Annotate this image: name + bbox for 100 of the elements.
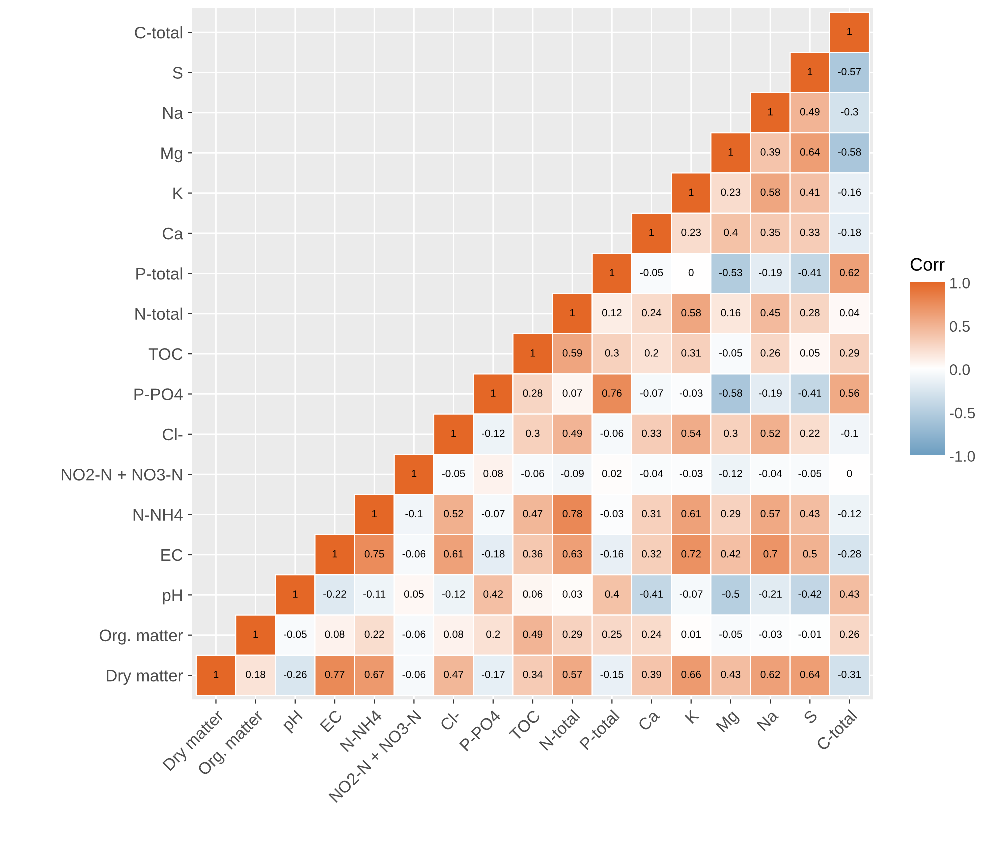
data-label: 0.58 xyxy=(760,188,780,196)
data-label: -0.28 xyxy=(838,550,862,558)
data-label: -0.04 xyxy=(640,470,664,478)
data-label: -0.05 xyxy=(284,630,307,638)
data-label: 0.22 xyxy=(364,630,384,638)
data-label: -0.5 xyxy=(722,590,740,598)
data-label: 0.2 xyxy=(644,349,658,357)
data-label: 0.29 xyxy=(840,349,860,357)
data-label: 0.25 xyxy=(602,630,622,638)
data-label: 0.72 xyxy=(682,550,701,558)
data-label: -0.26 xyxy=(284,670,307,678)
data-label: -0.05 xyxy=(442,470,466,478)
data-label: 0.67 xyxy=(364,670,384,678)
data-label: -0.07 xyxy=(680,590,703,598)
data-label: 0.7 xyxy=(764,550,778,558)
y-tick-label: NO2-N + NO3-N xyxy=(62,469,182,481)
data-label: 0.33 xyxy=(800,228,820,236)
data-label: 0.78 xyxy=(562,510,582,518)
data-label: -0.19 xyxy=(759,269,782,276)
y-tick-label: S xyxy=(173,67,183,79)
data-label: -0.42 xyxy=(798,590,822,598)
color-bar-label: 0.5 xyxy=(950,321,970,332)
data-label: 0.43 xyxy=(840,590,860,598)
data-label: 1 xyxy=(650,229,654,236)
data-label: 1 xyxy=(570,309,575,317)
x-tick-label: EC xyxy=(320,709,344,733)
data-label: 0.06 xyxy=(523,590,543,598)
x-tick-label: K xyxy=(684,709,700,724)
data-label: 1 xyxy=(214,671,219,678)
y-tick-label: N-NH4 xyxy=(134,509,183,521)
data-label: -0.41 xyxy=(798,269,822,276)
data-label: -0.57 xyxy=(838,68,862,76)
data-label: -0.06 xyxy=(522,470,544,478)
data-label: -0.03 xyxy=(759,630,782,638)
data-label: 0.62 xyxy=(760,670,780,678)
data-label: 0.08 xyxy=(444,630,464,638)
data-label: -0.15 xyxy=(600,670,624,678)
data-label: 1 xyxy=(412,470,417,478)
color-bar-label: 1.0 xyxy=(950,278,970,289)
color-bar-label: -0.5 xyxy=(950,408,976,419)
data-label: 1 xyxy=(689,188,694,196)
data-label: 0.54 xyxy=(682,430,702,438)
data-label: 0.49 xyxy=(800,108,820,116)
data-label: 0.57 xyxy=(760,510,780,518)
y-tick-label: TOC xyxy=(148,348,183,360)
data-label: 0.16 xyxy=(721,309,741,317)
data-label: -0.31 xyxy=(838,670,862,678)
data-label: 1 xyxy=(728,148,734,156)
data-label: 0.45 xyxy=(760,309,780,317)
data-label: 1 xyxy=(848,28,852,36)
data-label: -0.19 xyxy=(759,390,782,398)
data-label: 0.23 xyxy=(682,228,702,236)
data-label: 0.57 xyxy=(562,670,582,678)
data-label: 0.3 xyxy=(605,349,619,357)
data-label: -0.07 xyxy=(482,510,505,518)
data-label: -0.03 xyxy=(600,510,624,518)
color-bar-label: 0.0 xyxy=(950,364,970,376)
data-label: 1 xyxy=(452,430,456,438)
data-label: -0.1 xyxy=(406,510,423,518)
data-label: 1 xyxy=(293,590,298,598)
data-label: -0.05 xyxy=(798,470,822,478)
data-label: -0.12 xyxy=(720,470,742,478)
color-bar-label: -1.0 xyxy=(950,451,976,462)
data-label: 0.39 xyxy=(642,670,662,678)
data-label: 0.4 xyxy=(605,590,620,598)
data-label: 0.49 xyxy=(562,430,582,438)
data-label: -0.12 xyxy=(838,510,862,518)
y-tick-label: N-total xyxy=(136,308,182,320)
data-label: 0.61 xyxy=(682,510,701,518)
data-label: -0.12 xyxy=(442,590,466,598)
data-label: -0.58 xyxy=(838,148,862,156)
data-label: 0.52 xyxy=(444,510,464,518)
data-label: -0.18 xyxy=(838,228,862,236)
data-label: -0.05 xyxy=(640,269,664,276)
data-label: 0.2 xyxy=(486,630,500,638)
data-label: 0.5 xyxy=(803,550,817,558)
data-label: -0.04 xyxy=(759,470,782,478)
data-label: 0.59 xyxy=(562,349,582,357)
data-label: 0.56 xyxy=(840,390,860,398)
data-label: 0.34 xyxy=(523,670,543,678)
data-label: 0.64 xyxy=(800,670,820,678)
y-tick-label: Org. matter xyxy=(100,630,184,645)
x-tick-label: S xyxy=(803,710,818,725)
data-label: 0.35 xyxy=(760,228,780,236)
y-tick-label: K xyxy=(174,188,184,200)
data-label: -0.06 xyxy=(402,670,426,678)
data-label: -0.18 xyxy=(482,550,505,558)
data-label: 0.66 xyxy=(682,670,702,678)
data-label: -0.07 xyxy=(640,390,664,398)
data-label: 0.02 xyxy=(602,470,622,478)
data-label: 0.24 xyxy=(642,309,662,317)
y-tick-label: P-PO4 xyxy=(134,388,183,400)
x-tick-label: Ca xyxy=(638,709,660,732)
data-label: 0.75 xyxy=(364,550,384,558)
data-label: 0.62 xyxy=(840,269,860,276)
data-label: 0.12 xyxy=(602,309,622,317)
data-label: 0.28 xyxy=(523,390,543,398)
y-tick-label: Mg xyxy=(162,148,182,163)
data-label: -0.03 xyxy=(680,390,703,398)
data-label: 0.05 xyxy=(404,590,424,598)
